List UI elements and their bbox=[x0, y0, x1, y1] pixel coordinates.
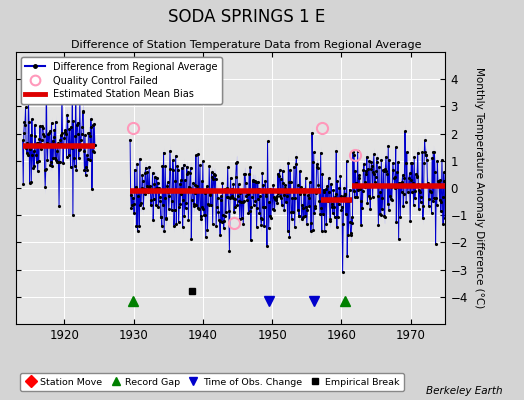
Legend: Difference from Regional Average, Quality Control Failed, Estimated Station Mean: Difference from Regional Average, Qualit… bbox=[20, 57, 222, 104]
Text: Difference of Station Temperature Data from Regional Average: Difference of Station Temperature Data f… bbox=[71, 40, 421, 50]
Legend: Station Move, Record Gap, Time of Obs. Change, Empirical Break: Station Move, Record Gap, Time of Obs. C… bbox=[20, 373, 404, 391]
Text: Berkeley Earth: Berkeley Earth bbox=[427, 386, 503, 396]
Y-axis label: Monthly Temperature Anomaly Difference (°C): Monthly Temperature Anomaly Difference (… bbox=[474, 67, 484, 309]
Text: SODA SPRINGS 1 E: SODA SPRINGS 1 E bbox=[168, 8, 325, 26]
